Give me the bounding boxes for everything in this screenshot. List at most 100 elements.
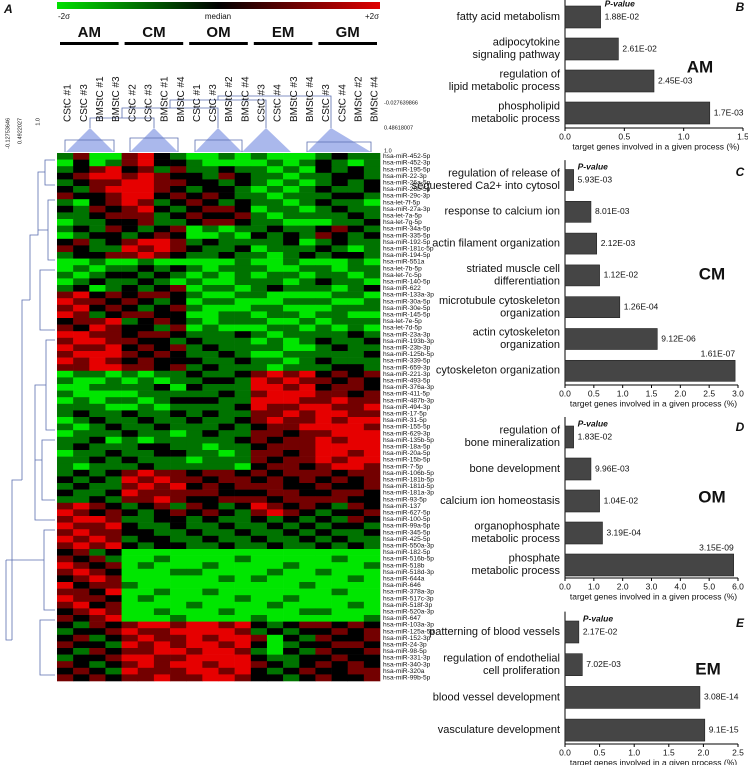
heatmap-cell [250,423,268,431]
heatmap-cell [121,258,139,266]
heatmap-cell [170,238,187,246]
heatmap-cell [266,522,284,530]
heatmap-cell [137,516,155,523]
heatmap-cell [202,423,219,431]
heatmap-cell [250,641,268,649]
heatmap-cell [218,364,235,372]
bar [564,620,580,644]
heatmap-cell [121,615,139,622]
heatmap-cell [266,291,284,299]
heatmap-cell [186,608,203,616]
heatmap-cell [89,298,106,306]
heatmap-cell [234,615,252,622]
heatmap-cell [299,535,316,543]
heatmap-cell [202,615,219,622]
heatmap-cell [234,337,252,345]
heatmap-cell [153,199,171,207]
heatmap-cell [283,476,300,484]
heatmap-cell [57,390,74,398]
heatmap-cell [250,199,268,207]
heatmap-cell [363,654,381,662]
heatmap-cell [299,285,316,292]
heatmap-cell [299,450,316,457]
heatmap-cell [234,331,252,339]
heatmap-cell [170,417,187,424]
heatmap-cell [73,476,90,484]
heatmap-cell [137,542,155,550]
heatmap-cell [315,298,332,306]
heatmap-cell [331,489,348,497]
x-tick-label: 1.0 [628,747,640,757]
heatmap-cell [283,370,300,378]
heatmap-cell [153,364,171,372]
heatmap-cell [218,483,235,490]
heatmap-cell [105,496,122,504]
heatmap-cell [73,232,90,240]
heatmap-cell [299,496,316,504]
heatmap-cell [363,337,381,345]
heatmap-cell [186,456,203,464]
heatmap-cell [331,304,348,312]
heatmap-cell [170,179,187,187]
heatmap-cell [234,456,252,464]
heatmap-cell [153,634,171,642]
heatmap-cell [363,410,381,418]
heatmap-cell [250,179,268,187]
heatmap-cell [186,291,203,299]
heatmap-cell [266,219,284,226]
heatmap-cell [153,588,171,596]
heatmap-cell [137,377,155,385]
heatmap-cell [363,634,381,642]
x-tick-label: 0.5 [594,747,606,757]
heatmap-cell [202,430,219,438]
group-bar [253,42,313,45]
heatmap-cell [89,166,106,174]
heatmap-cell [121,417,139,424]
bar [564,653,583,677]
row-label: hsa-miR-378a-3p [383,589,434,596]
heatmap-cell [331,357,348,365]
heatmap-cell [363,555,381,563]
heatmap-cell [234,172,252,180]
row-label: hsa-miR-659-3p [383,364,431,371]
heatmap-cell [218,324,235,332]
heatmap-cell [170,582,187,589]
bar [564,457,592,481]
heatmap-cell [105,225,122,233]
heatmap-cell [202,318,219,325]
heatmap-cell [347,377,365,385]
heatmap-cell [73,403,90,411]
heatmap-cell [250,351,268,358]
heatmap-cell [331,186,348,193]
heatmap-cell [234,575,252,583]
heatmap-cell [299,463,316,471]
heatmap-cell [186,568,203,576]
bar [564,264,600,287]
heatmap-cell [121,469,139,477]
heatmap-cell [73,311,90,319]
p-value-label: 2.45E-03 [658,75,693,85]
heatmap-cell [283,496,300,504]
heatmap-cell [121,252,139,259]
heatmap-cell [218,166,235,174]
heatmap-cell [121,575,139,583]
heatmap-cell [331,476,348,484]
heatmap-cell [283,357,300,365]
row-label: hsa-let-7g-5p [383,219,422,226]
heatmap-cell [73,298,90,306]
heatmap-cell [283,568,300,576]
heatmap-cell [153,337,171,345]
heatmap-cell [89,199,106,207]
heatmap-cell [105,502,122,510]
heatmap-cell [283,238,300,246]
heatmap-cell [186,542,203,550]
bar [564,201,592,223]
heatmap-cell [105,271,122,279]
heatmap-cell [283,417,300,424]
heatmap-cell [218,232,235,240]
heatmap-cell [57,344,74,352]
category-label: sequestered Ca2+ into cytosol [412,180,560,192]
heatmap-cell [363,489,381,497]
row-label: hsa-let-7d-5p [383,325,422,332]
heatmap-cell [202,516,219,523]
